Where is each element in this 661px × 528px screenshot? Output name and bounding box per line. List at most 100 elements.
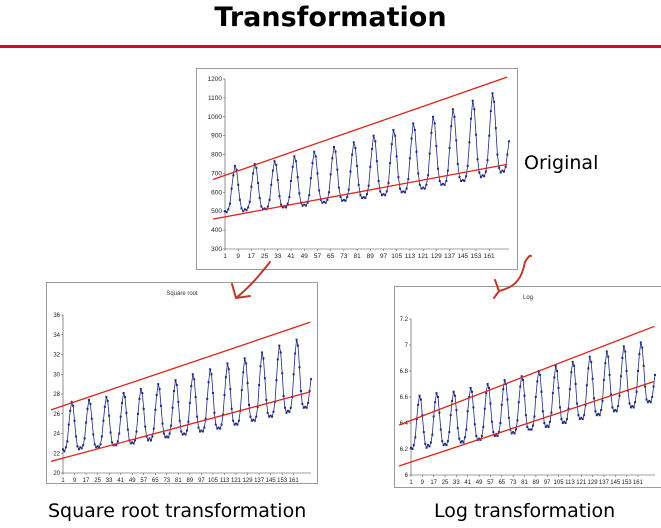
y-tick-label: 1000 [208,114,223,121]
data-point [216,427,219,430]
data-point [470,117,472,120]
original-caption: Original [524,152,599,174]
data-point [238,198,241,201]
data-point [297,344,299,347]
data-point [442,182,444,185]
data-point [404,191,406,194]
x-tick-label: 161 [633,480,644,486]
data-point [465,175,468,178]
x-tick-label: 1 [409,480,413,486]
data-point [491,92,494,95]
data-point [507,416,510,419]
data-point [217,426,220,429]
data-point [272,410,275,413]
data-point [649,401,652,404]
x-tick-label: 25 [261,253,269,260]
y-tick-label: 6 [405,473,409,479]
data-point [411,448,414,450]
data-point [437,396,439,398]
data-point [526,425,529,428]
data-point [578,418,581,421]
data-point [77,448,80,451]
data-point [298,192,301,195]
data-point [296,176,299,179]
data-point [209,368,212,371]
data-point [468,396,471,398]
data-point [308,390,311,392]
data-point [522,379,525,382]
data-point [92,433,95,436]
data-point [79,446,82,449]
data-point [483,175,486,178]
data-point [495,433,498,436]
x-tick-label: 49 [301,253,309,260]
data-point [429,441,432,444]
x-tick-label: 97 [380,253,388,260]
data-point [346,196,349,199]
data-point [496,435,499,437]
data-point [402,190,405,193]
data-point [476,158,479,161]
x-tick-label: 97 [198,478,205,483]
data-point [503,170,505,173]
data-point [301,204,304,207]
data-point [307,401,310,404]
data-point [502,388,505,391]
data-point [191,373,194,376]
data-point [449,414,452,417]
data-point [70,400,73,403]
sqrt-upper-trend-line [50,321,311,411]
data-point [263,377,266,380]
data-point [288,410,291,413]
y-tick-label: 6.8 [400,369,409,375]
data-point [461,179,464,182]
data-point [510,432,513,435]
data-point [421,414,424,417]
data-point [576,402,578,405]
data-point [550,411,553,414]
data-point [291,165,294,168]
y-tick-label: 6.2 [400,447,409,453]
data-point [466,410,469,413]
data-point [621,357,624,359]
data-point [618,394,621,397]
data-point [187,420,190,423]
data-point [261,351,263,354]
data-point [305,406,308,409]
data-point [372,134,375,137]
data-point [516,419,519,422]
data-point [600,409,603,411]
data-point [337,186,340,189]
data-point [293,155,296,158]
data-point [646,401,649,404]
y-tick-label: 900 [211,133,222,140]
data-point [484,170,487,173]
log-lower-trend-line [398,380,655,467]
x-tick-label: 137 [599,480,610,486]
data-point [556,370,559,372]
data-point [512,431,515,434]
y-tick-label: 20 [53,471,60,477]
data-point [95,446,98,449]
data-point [118,432,121,435]
data-point [357,183,360,186]
data-point [534,396,537,398]
data-point [150,439,152,442]
data-point [570,371,573,374]
data-point [175,384,178,387]
sqrt-lower-trend-line [50,391,311,463]
data-point [311,162,314,165]
data-point [303,203,306,206]
data-point [412,444,415,447]
data-point [482,425,485,428]
data-point [473,423,476,426]
data-point [250,419,253,422]
data-point [138,397,141,400]
data-point [560,418,563,421]
data-point [549,420,551,423]
data-point [389,162,392,165]
data-point [73,419,76,422]
data-point [225,211,228,214]
x-tick-label: 89 [367,253,375,260]
data-point [601,399,604,402]
